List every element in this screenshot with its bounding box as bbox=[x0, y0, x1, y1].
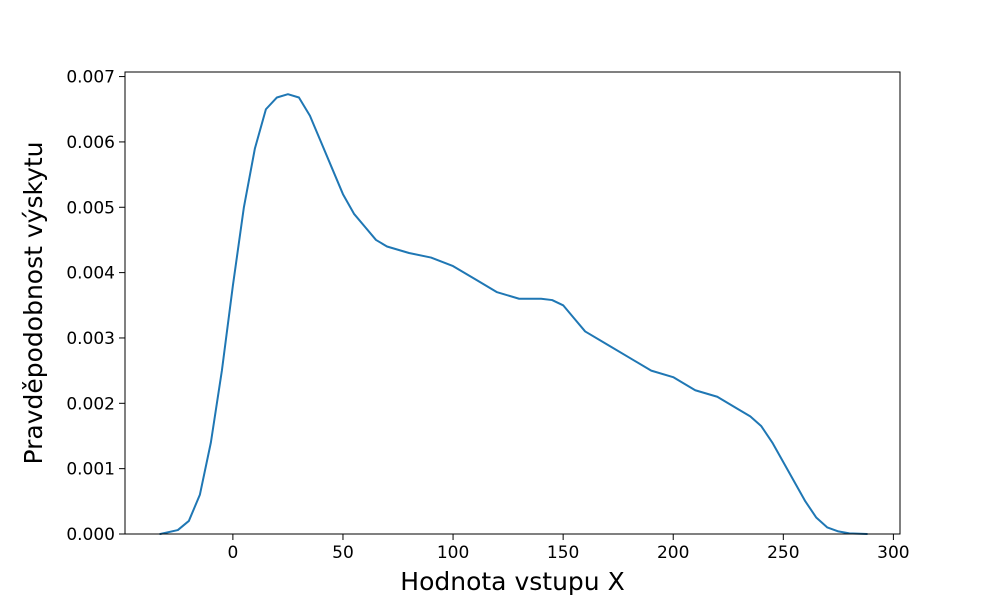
x-axis-label: Hodnota vstupu X bbox=[400, 567, 624, 596]
x-tick-label: 50 bbox=[332, 543, 354, 563]
y-axis: 0.000 0.001 0.002 0.003 0.004 0.005 0.006 0.007 bbox=[66, 68, 125, 545]
x-tick-label: 150 bbox=[547, 543, 579, 563]
y-tick-label: 0.005 bbox=[66, 198, 115, 218]
x-tick-label: 300 bbox=[877, 543, 909, 563]
y-tick-label: 0.001 bbox=[66, 460, 115, 480]
y-tick-label: 0.006 bbox=[66, 133, 115, 153]
x-tick-label: 100 bbox=[437, 543, 469, 563]
plot-frame bbox=[124, 71, 901, 535]
x-tick-label: 0 bbox=[227, 543, 238, 563]
x-tick-label: 250 bbox=[767, 543, 799, 563]
x-axis: 0 50 100 150 200 250 300 bbox=[227, 534, 910, 563]
y-tick-label: 0.000 bbox=[66, 525, 115, 545]
y-axis-label: Pravděpodobnost výskytu bbox=[19, 141, 48, 464]
density-curve-line bbox=[159, 93, 868, 535]
y-tick-label: 0.004 bbox=[66, 264, 115, 284]
y-tick-label: 0.007 bbox=[66, 68, 115, 88]
y-tick-label: 0.003 bbox=[66, 329, 115, 349]
plot-area bbox=[159, 93, 868, 535]
y-tick-label: 0.002 bbox=[66, 394, 115, 414]
x-tick-label: 200 bbox=[657, 543, 689, 563]
